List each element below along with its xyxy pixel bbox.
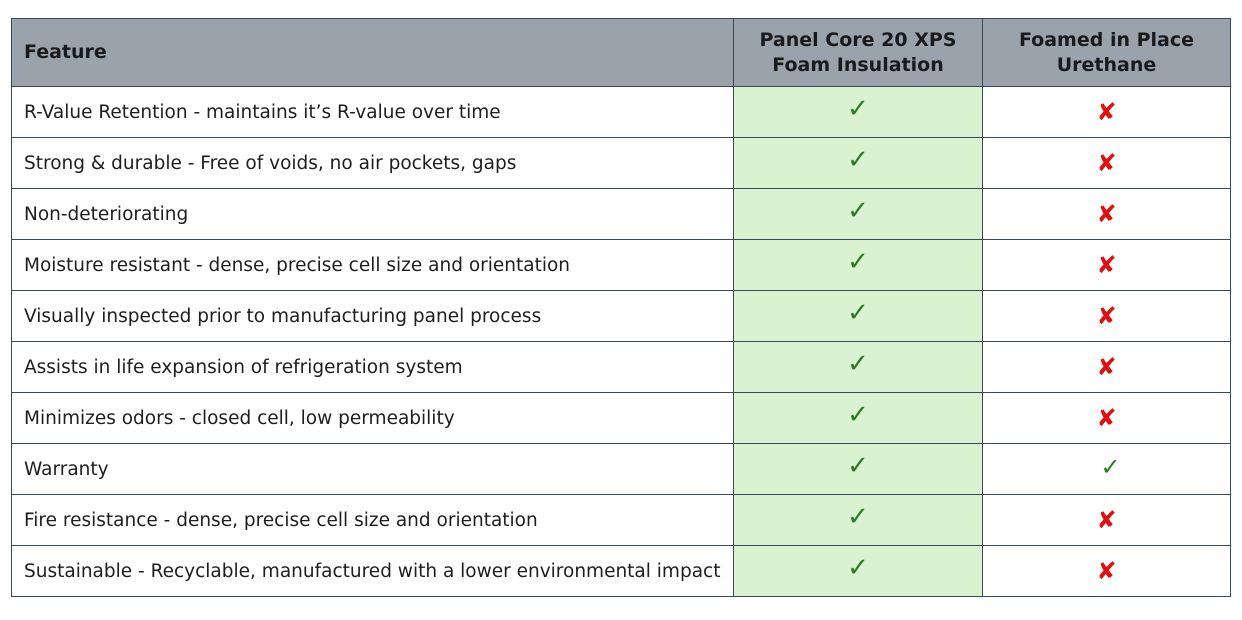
feature-cell: R-Value Retention - maintains it’s R-val… [11,86,734,138]
check-icon: ✓ [847,196,869,226]
xps-cell: ✓ [733,86,983,138]
urethane-cell: ✘ [982,137,1231,189]
x-icon: ✘ [1096,353,1117,381]
x-icon: ✘ [1096,200,1117,228]
table-row: Visually inspected prior to manufacturin… [11,290,1231,342]
check-icon: ✓ [847,553,869,583]
check-icon: ✓ [847,94,869,124]
xps-cell: ✓ [733,341,983,393]
x-icon: ✘ [1096,557,1117,585]
urethane-cell: ✘ [982,494,1231,546]
check-icon: ✓ [847,145,869,175]
x-icon: ✘ [1096,506,1117,534]
feature-cell: Moisture resistant - dense, precise cell… [11,239,734,291]
x-icon: ✘ [1096,98,1117,126]
header-urethane: Foamed in Place Urethane [982,18,1231,87]
table-row: Sustainable - Recyclable, manufactured w… [11,545,1231,597]
urethane-cell: ✓ [982,443,1231,495]
xps-cell: ✓ [733,137,983,189]
feature-cell: Sustainable - Recyclable, manufactured w… [11,545,734,597]
urethane-cell: ✘ [982,239,1231,291]
feature-cell: Non-deteriorating [11,188,734,240]
header-row: Feature Panel Core 20 XPS Foam Insulatio… [11,18,1231,87]
xps-cell: ✓ [733,290,983,342]
comparison-table: Feature Panel Core 20 XPS Foam Insulatio… [11,18,1231,597]
table-row: Fire resistance - dense, precise cell si… [11,494,1231,546]
urethane-cell: ✘ [982,545,1231,597]
urethane-cell: ✘ [982,290,1231,342]
urethane-cell: ✘ [982,392,1231,444]
table-row: Assists in life expansion of refrigerati… [11,341,1231,393]
table-row: Warranty ✓ ✓ [11,443,1231,495]
xps-cell: ✓ [733,443,983,495]
header-feature-label: Feature [24,41,107,63]
x-icon: ✘ [1096,404,1117,432]
header-xps-line1: Panel Core 20 XPS [759,28,957,51]
feature-cell: Minimizes odors - closed cell, low perme… [11,392,734,444]
check-icon: ✓ [847,349,869,379]
urethane-cell: ✘ [982,86,1231,138]
feature-cell: Warranty [11,443,734,495]
header-feature: Feature [11,18,734,87]
feature-cell: Visually inspected prior to manufacturin… [11,290,734,342]
feature-cell: Fire resistance - dense, precise cell si… [11,494,734,546]
table-row: Minimizes odors - closed cell, low perme… [11,392,1231,444]
check-icon: ✓ [1100,453,1121,481]
urethane-cell: ✘ [982,341,1231,393]
xps-cell: ✓ [733,188,983,240]
check-icon: ✓ [847,247,869,277]
x-icon: ✘ [1096,251,1117,279]
check-icon: ✓ [847,502,869,532]
xps-cell: ✓ [733,545,983,597]
table-row: R-Value Retention - maintains it’s R-val… [11,86,1231,138]
table-row: Moisture resistant - dense, precise cell… [11,239,1231,291]
header-urethane-line2: Urethane [1056,53,1157,76]
check-icon: ✓ [847,451,869,481]
x-icon: ✘ [1096,302,1117,330]
xps-cell: ✓ [733,392,983,444]
table-row: Strong & durable - Free of voids, no air… [11,137,1231,189]
x-icon: ✘ [1096,149,1117,177]
xps-cell: ✓ [733,239,983,291]
table-row: Non-deteriorating ✓ ✘ [11,188,1231,240]
feature-cell: Strong & durable - Free of voids, no air… [11,137,734,189]
header-xps-line2: Foam Insulation [772,53,944,76]
feature-cell: Assists in life expansion of refrigerati… [11,341,734,393]
xps-cell: ✓ [733,494,983,546]
urethane-cell: ✘ [982,188,1231,240]
header-urethane-line1: Foamed in Place [1018,28,1195,51]
header-xps: Panel Core 20 XPS Foam Insulation [733,18,983,87]
check-icon: ✓ [847,298,869,328]
check-icon: ✓ [847,400,869,430]
table-body: R-Value Retention - maintains it’s R-val… [11,86,1231,597]
